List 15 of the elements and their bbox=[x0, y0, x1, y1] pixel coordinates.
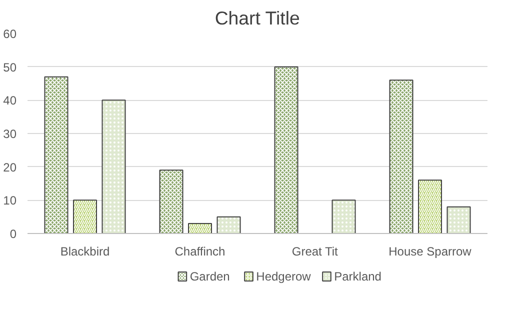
legend-label: Parkland bbox=[334, 270, 382, 284]
x-tick-label: Great Tit bbox=[292, 244, 339, 258]
y-tick-label: 0 bbox=[10, 227, 17, 241]
x-tick-label: House Sparrow bbox=[388, 244, 472, 258]
x-tick-label: Blackbird bbox=[60, 244, 110, 258]
chart-title: Chart Title bbox=[214, 8, 300, 28]
y-tick-label: 50 bbox=[3, 60, 17, 74]
y-tick-label: 30 bbox=[3, 127, 17, 141]
y-tick-label: 10 bbox=[3, 194, 17, 208]
y-tick-label: 40 bbox=[3, 94, 17, 108]
y-tick-label: 20 bbox=[3, 160, 17, 174]
legend-label: Garden bbox=[190, 270, 230, 284]
y-tick-label: 60 bbox=[3, 27, 17, 41]
legend-label: Hedgerow bbox=[256, 270, 312, 284]
x-tick-label: Chaffinch bbox=[174, 244, 226, 258]
